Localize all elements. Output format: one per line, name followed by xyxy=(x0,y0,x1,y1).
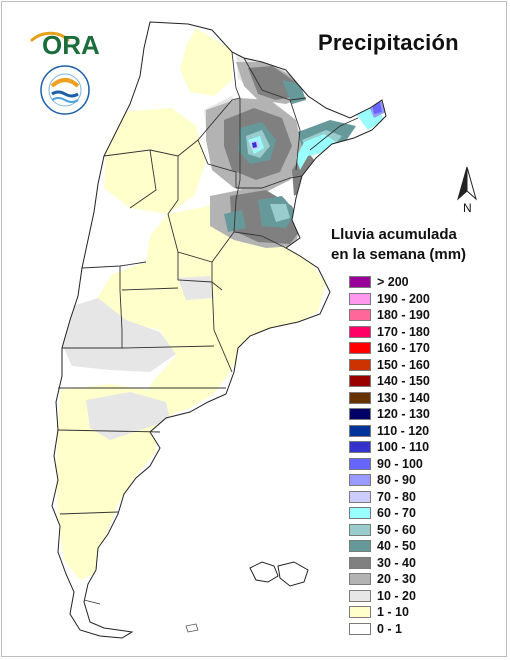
legend-swatch xyxy=(349,540,371,553)
legend-swatch xyxy=(349,573,371,586)
legend-label: 160 - 170 xyxy=(377,341,430,356)
legend-swatch xyxy=(349,309,371,322)
legend-title-line1: Lluvia acumulada xyxy=(331,226,457,243)
legend-label: 170 - 180 xyxy=(377,324,430,339)
legend-swatch xyxy=(349,391,371,404)
legend-label: 110 - 120 xyxy=(377,423,430,438)
legend-swatch xyxy=(349,358,371,371)
legend-label: 20 - 30 xyxy=(377,572,416,587)
legend-label: 120 - 130 xyxy=(377,407,430,422)
legend-swatch xyxy=(349,276,371,288)
legend-label: 80 - 90 xyxy=(377,473,416,488)
legend-swatch xyxy=(349,556,371,569)
legend-label: 140 - 150 xyxy=(377,374,430,389)
legend-label: 10 - 20 xyxy=(377,588,416,603)
legend-title-line2: en la semana (mm) xyxy=(331,246,467,263)
legend-label: 150 - 160 xyxy=(377,357,430,372)
inta-logo xyxy=(36,64,94,121)
legend-label: 190 - 200 xyxy=(377,291,430,306)
north-label: N xyxy=(463,201,472,215)
legend-swatch xyxy=(349,474,371,487)
legend-swatch xyxy=(349,523,371,536)
map-title: Precipitación xyxy=(318,30,459,55)
legend-swatch xyxy=(349,424,371,437)
legend-swatch xyxy=(349,325,371,338)
legend-swatch xyxy=(349,457,371,470)
legend-label: > 200 xyxy=(377,275,409,289)
ora-logo: ORA xyxy=(30,28,104,63)
legend-label: 90 - 100 xyxy=(377,456,423,471)
legend-label: 180 - 190 xyxy=(377,308,430,323)
legend-swatch xyxy=(349,408,371,421)
legend-swatch xyxy=(349,507,371,520)
legend-label: 60 - 70 xyxy=(377,506,416,521)
legend-label: 70 - 80 xyxy=(377,489,416,504)
north-arrow-icon xyxy=(457,166,477,201)
legend-label: 50 - 60 xyxy=(377,522,416,537)
legend-label: 40 - 50 xyxy=(377,539,416,554)
legend-label: 130 - 140 xyxy=(377,390,430,405)
legend-title: Lluvia acumulada en la semana (mm) xyxy=(331,225,501,265)
malvinas-islands xyxy=(249,561,309,587)
legend-swatch xyxy=(349,606,371,619)
legend-swatch xyxy=(349,375,371,388)
legend-swatch xyxy=(349,292,371,305)
legend-swatch xyxy=(349,490,371,503)
legend-label: 1 - 10 xyxy=(377,605,409,620)
legend-swatch xyxy=(349,589,371,602)
legend-swatch xyxy=(349,622,371,635)
legend-label: 0 - 1 xyxy=(377,621,403,636)
legend-label: 100 - 110 xyxy=(377,440,430,455)
legend-label: 30 - 40 xyxy=(377,555,416,570)
legend-swatch xyxy=(349,342,371,355)
legend-swatch xyxy=(349,441,371,454)
ora-logo-text: ORA xyxy=(42,30,100,58)
